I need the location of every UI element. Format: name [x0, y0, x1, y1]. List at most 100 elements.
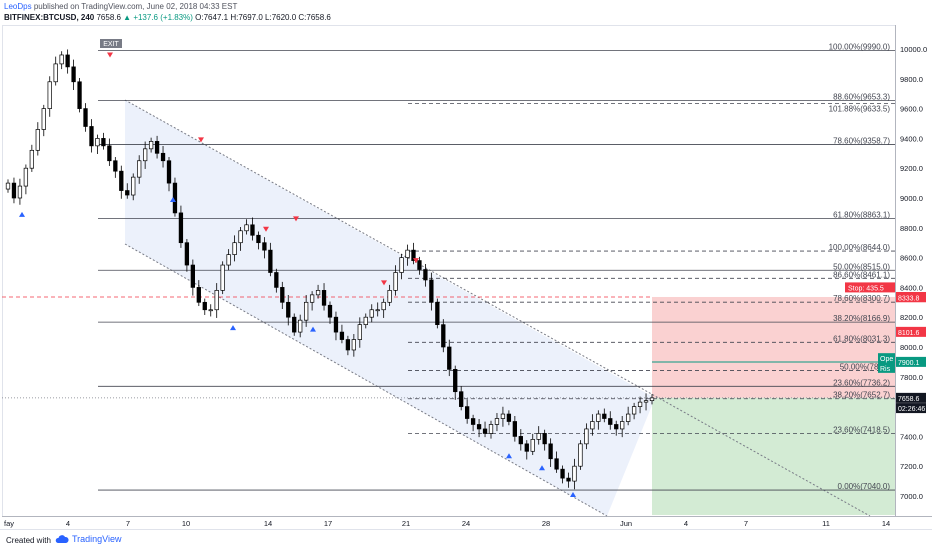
- candle-up: [637, 401, 643, 407]
- sell-signal-marker: [381, 280, 387, 286]
- candle-up: [232, 242, 237, 255]
- candle-up: [148, 141, 154, 150]
- candle-down: [101, 138, 106, 147]
- sell-signal-marker: [293, 216, 299, 222]
- author-name[interactable]: LeoDps: [4, 2, 32, 11]
- candle-down: [256, 234, 261, 244]
- price-axis-tick: 7400.0: [900, 432, 923, 441]
- price-label-text: 8333.8: [898, 295, 920, 302]
- candle-down: [459, 391, 464, 407]
- time-axis-tick: 7: [126, 519, 130, 528]
- sell-signal-marker: [198, 137, 204, 143]
- tradingview-logo[interactable]: TradingView: [55, 534, 122, 544]
- price-axis-tick: 7000.0: [900, 492, 923, 501]
- sell-signal-marker: [107, 52, 113, 58]
- candle-down: [602, 413, 607, 419]
- time-axis-tick: 7: [744, 519, 748, 528]
- candle-up: [494, 418, 500, 425]
- fib-level-label: 61.80%(8863.1): [833, 210, 890, 219]
- price-axis-tick: 7200.0: [900, 462, 923, 471]
- candle-down: [608, 418, 613, 425]
- candle-up: [572, 465, 577, 482]
- candle-up: [369, 309, 374, 318]
- fib-level-label: 88.60%(9653.3): [833, 93, 890, 102]
- candle-up: [381, 301, 386, 311]
- price-label-text: 7900.1: [898, 360, 920, 367]
- candle-down: [512, 421, 518, 437]
- price-label-bg: [896, 392, 926, 403]
- candle-up: [142, 148, 148, 162]
- stop-zone: [652, 296, 895, 398]
- fib2-level-label: 78.60%(8300.7): [833, 294, 890, 303]
- candle-up: [631, 406, 637, 415]
- candle-up: [41, 108, 46, 130]
- candle-down: [250, 224, 255, 236]
- candle-up: [214, 290, 219, 311]
- candle-down: [441, 324, 446, 348]
- time-axis-tick: 11: [822, 519, 830, 528]
- time-axis-tick: 4: [66, 519, 70, 528]
- candle-up: [226, 254, 231, 266]
- fib2-level-label: 101.88%(9633.5): [829, 105, 891, 114]
- candle-down: [292, 316, 297, 333]
- candle-down: [274, 272, 279, 288]
- fib2-level-label: 100.00%(8644.0): [829, 243, 891, 252]
- price-label-text: Ope: [880, 356, 893, 363]
- candle-up: [488, 424, 494, 434]
- price-axis-tick: 10000.0: [900, 45, 927, 54]
- candle-up: [399, 257, 404, 273]
- candle-down: [417, 260, 422, 270]
- candle-up: [23, 167, 29, 187]
- candle-down: [435, 301, 440, 325]
- time-axis-tick: 14: [882, 519, 890, 528]
- buy-signal-marker: [170, 197, 176, 202]
- price-axis-tick: 9000.0: [900, 194, 923, 203]
- candle-up: [220, 264, 225, 291]
- fib2-level-label: 38.20%(7652.7): [833, 391, 890, 400]
- target-zone: [652, 397, 895, 516]
- price-label-text: 8101.6: [898, 330, 920, 337]
- candle-up: [35, 129, 40, 151]
- buy-signal-marker: [506, 453, 512, 459]
- candle-down: [506, 413, 512, 422]
- time-axis-tick: 21: [402, 519, 410, 528]
- channel-fill: [125, 100, 655, 516]
- candle-down: [202, 301, 207, 311]
- time-axis-tick: Jun: [620, 519, 632, 528]
- exit-tag-bg: [100, 39, 122, 48]
- candle-down: [560, 468, 565, 479]
- price-axis-tick: 8400.0: [900, 283, 923, 292]
- candle-down: [113, 160, 118, 172]
- price-axis-tick: 9400.0: [900, 134, 923, 143]
- price-label-text: 7658.6: [898, 396, 920, 403]
- candle-down: [429, 279, 434, 303]
- candle-up: [500, 413, 506, 419]
- candle-down: [268, 249, 273, 273]
- candle-down: [470, 418, 476, 425]
- publish-info: LeoDps published on TradingView.com, Jun…: [4, 2, 237, 11]
- price-label-text: 02:26:46: [898, 406, 925, 413]
- candle-up: [53, 63, 58, 83]
- ohlc-high: H:7697.0: [230, 13, 263, 22]
- candle-up: [578, 443, 583, 467]
- buy-signal-marker: [19, 211, 25, 217]
- candle-down: [172, 182, 178, 214]
- candle-up: [309, 294, 315, 303]
- candle-up: [393, 272, 398, 291]
- price-label-bg: [896, 356, 926, 367]
- candle-down: [280, 287, 285, 303]
- price-change: ▲ +137.6 (+1.83%): [123, 13, 193, 22]
- price-axis-tick: 9800.0: [900, 75, 923, 84]
- candle-down: [154, 141, 160, 154]
- candle-down: [447, 346, 452, 370]
- candle-down: [125, 190, 130, 196]
- candle-down: [524, 443, 529, 452]
- price-label-bg: [845, 282, 895, 293]
- candle-down: [89, 126, 94, 147]
- candle-up: [387, 290, 392, 303]
- fib-level-label: 100.00%(9990.0): [829, 42, 891, 51]
- candle-up: [315, 290, 321, 296]
- candle-down: [286, 301, 291, 318]
- price-label-text: Ris: [880, 366, 891, 373]
